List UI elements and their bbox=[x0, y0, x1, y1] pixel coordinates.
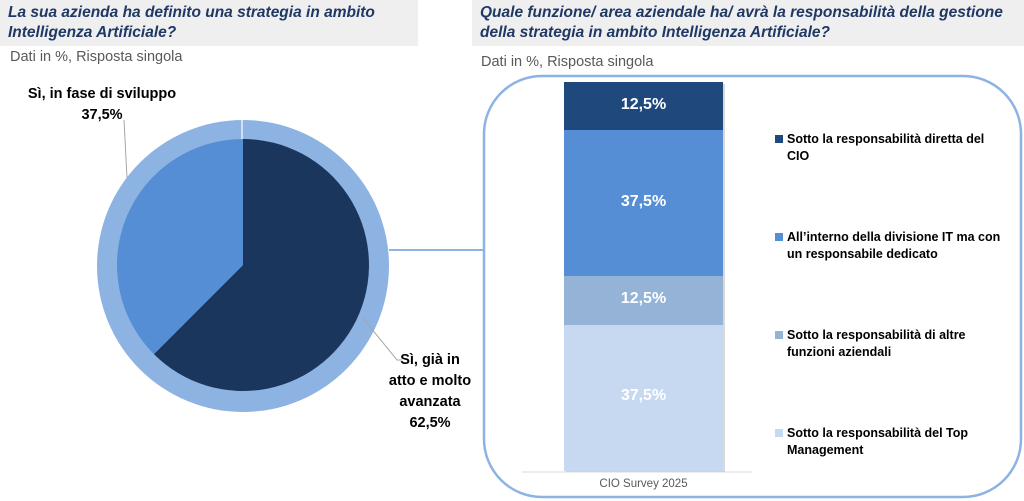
legend-text-line2: funzioni aziendali bbox=[787, 345, 892, 359]
left-title-line1: La sua azienda ha definito una strategia… bbox=[8, 4, 375, 21]
bar-segment-other-functions bbox=[564, 276, 723, 325]
x-axis-category-label: CIO Survey 2025 bbox=[599, 478, 688, 490]
left-chart-title: La sua azienda ha definito una strategia… bbox=[0, 0, 418, 46]
bar-label-it-division: 37,5% bbox=[620, 193, 667, 210]
pie-slice-sviluppo bbox=[116, 139, 243, 355]
right-title-line1: Quale funzione/ area aziendale ha/ avrà … bbox=[480, 4, 1003, 21]
legend-text-line1: All’interno della divisione IT ma con bbox=[787, 230, 1001, 244]
pie-label-sviluppo-text: Sì, in fase di sviluppo bbox=[27, 86, 177, 102]
left-chart-subtitle: Dati in %, Risposta singola bbox=[10, 49, 183, 65]
legend-swatch-icon bbox=[775, 135, 783, 143]
bar-segment-it-division bbox=[564, 130, 723, 276]
pie-label-sviluppo-value: 37,5% bbox=[81, 107, 123, 123]
bar-label-other-functions: 12,5% bbox=[620, 290, 667, 307]
legend-text-line1: Sotto la responsabilità di altre bbox=[787, 328, 966, 342]
legend-text-line2: un responsabile dedicato bbox=[787, 247, 938, 261]
left-title-line2: Intelligenza Artificiale? bbox=[8, 24, 177, 41]
right-chart-subtitle: Dati in %, Risposta singola bbox=[481, 54, 654, 70]
legend-item-it-division: All’interno della divisione IT ma con un… bbox=[773, 229, 1013, 263]
right-chart-title: Quale funzione/ area aziendale ha/ avrà … bbox=[472, 0, 1024, 46]
pie-label-avanzata-line3: avanzata bbox=[399, 394, 461, 410]
legend-text-line1: Sotto la responsabilità del Top bbox=[787, 426, 969, 440]
pie-label-sviluppo: Sì, in fase di sviluppo 37,5% bbox=[22, 84, 182, 126]
legend-text-line2: CIO bbox=[787, 149, 810, 163]
pie-label-avanzata-value: 62,5% bbox=[409, 415, 451, 431]
legend-item-cio: Sotto la responsabilità diretta del CIO bbox=[773, 131, 1013, 165]
bar-label-cio: 12,5% bbox=[620, 96, 667, 113]
leader-line-avanzata bbox=[361, 316, 402, 361]
leader-line-sviluppo bbox=[123, 119, 128, 179]
bar-segment-top-management bbox=[564, 325, 723, 471]
bar-label-top-management: 37,5% bbox=[620, 387, 667, 404]
pie-slice-avanzata bbox=[153, 139, 369, 391]
pie-label-avanzata: Sì, già in atto e molto avanzata 62,5% bbox=[380, 350, 480, 434]
bar-segment-cio bbox=[564, 82, 723, 130]
pie-label-avanzata-line1: Sì, già in bbox=[400, 352, 460, 368]
legend-text-line2: Management bbox=[787, 443, 864, 457]
right-title-line2: della strategia in ambito Intelligenza A… bbox=[480, 24, 830, 41]
legend-swatch-icon bbox=[775, 429, 783, 437]
legend-item-other-functions: Sotto la responsabilità di altre funzion… bbox=[773, 327, 1013, 361]
pie-label-avanzata-line2: atto e molto bbox=[388, 373, 472, 389]
legend-swatch-icon bbox=[775, 331, 783, 339]
legend-swatch-icon bbox=[775, 233, 783, 241]
detail-frame bbox=[482, 74, 1023, 499]
legend-item-top-management: Sotto la responsabilità del Top Manageme… bbox=[773, 425, 1013, 459]
legend-text-line1: Sotto la responsabilità diretta del bbox=[787, 132, 985, 146]
